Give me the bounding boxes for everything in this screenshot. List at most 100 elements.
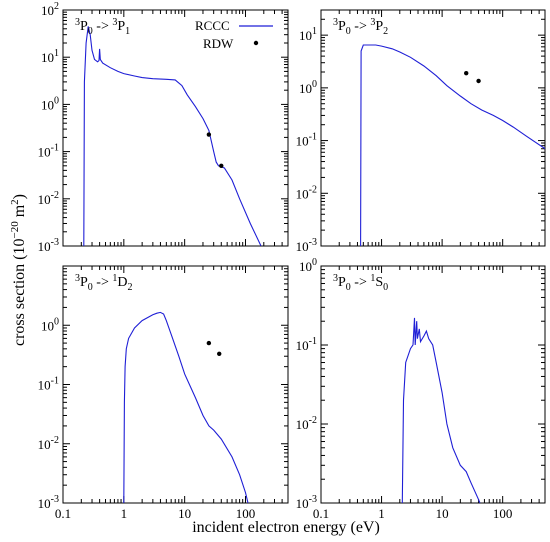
y-tick-exp: -2 (309, 415, 317, 426)
plot-frame (62, 265, 289, 504)
plot-frame (320, 265, 546, 504)
x-tick-label: 0.1 (55, 506, 71, 521)
y-tick-base: 10 (296, 338, 309, 353)
y-tick-exp: -1 (309, 336, 317, 347)
panel-label-part: P (338, 275, 346, 290)
y-tick-base: 10 (296, 496, 309, 511)
y-tick-label: 102 (41, 1, 59, 18)
y-tick-exp: -3 (51, 237, 59, 248)
y-axis-title-exp: −20 (9, 221, 21, 239)
y-tick-label: 10-3 (38, 494, 59, 511)
y-tick-base: 10 (38, 378, 51, 393)
panel-label-part: 1 (370, 273, 375, 284)
y-tick-base: 10 (38, 496, 51, 511)
x-tick-label: 100 (493, 506, 513, 521)
panel-label-part: 3 (112, 17, 117, 28)
panel-label-part: 3 (333, 273, 338, 284)
y-tick-base: 10 (296, 134, 309, 149)
y-tick-exp: -3 (309, 494, 317, 505)
panel-transition-label: 3P0 -> 3P1 (75, 17, 130, 37)
y-tick-exp: -1 (51, 143, 59, 154)
y-tick-exp: 0 (54, 316, 59, 327)
panel-label-part: P (375, 19, 383, 34)
y-tick-label: 10-2 (38, 435, 59, 452)
panel-label-part: 0 (383, 282, 388, 293)
panel-label-part: -> (93, 275, 113, 290)
panel-label-part: 3 (75, 273, 80, 284)
rccc-series-line (401, 317, 481, 503)
y-tick-exp: -2 (51, 190, 59, 201)
x-tick-label: 10 (436, 506, 449, 521)
y-tick-exp: -2 (51, 435, 59, 446)
panel-label-part: P (117, 19, 125, 34)
plot-frame (62, 9, 289, 247)
panel-label-part: S (375, 275, 383, 290)
y-tick-base: 10 (41, 3, 54, 18)
legend-rdw-label: RDW (203, 36, 234, 51)
rccc-series-line (360, 44, 545, 246)
panel-transition-label: 3P0 -> 1S0 (333, 273, 388, 293)
y-tick-label: 10-2 (296, 415, 317, 432)
y-axis-title-mid: m (11, 204, 28, 221)
y-tick-base: 10 (41, 318, 54, 333)
y-tick-exp: 0 (54, 95, 59, 106)
y-tick-label: 10-1 (296, 336, 317, 353)
y-tick-label: 101 (41, 48, 59, 65)
x-tick-label: 1 (378, 506, 385, 521)
plot-frame (320, 9, 546, 247)
y-tick-base: 10 (38, 192, 51, 207)
y-tick-base: 10 (299, 28, 312, 43)
panel-transition-label: 3P0 -> 3P2 (333, 17, 388, 37)
panel-label-part: 0 (88, 282, 93, 293)
x-tick-label: 100 (236, 506, 256, 521)
panel-transition-label: 3P0 -> 1D2 (75, 273, 132, 293)
y-tick-base: 10 (41, 97, 54, 112)
legend: RCCC RDW (195, 18, 273, 51)
x-tick-label: 1 (121, 506, 128, 521)
panel-label-part: 3 (370, 17, 375, 28)
panel-label-part: P (80, 19, 88, 34)
x-tick-label: 10 (178, 506, 191, 521)
y-axis-title-exp2: 2 (9, 199, 21, 205)
y-axis-title-base: cross section (10 (11, 238, 28, 346)
panel-label-part: P (80, 275, 88, 290)
panel-label-part: 0 (88, 26, 93, 37)
y-tick-label: 10-2 (38, 190, 59, 207)
panel-label-part: -> (93, 19, 113, 34)
y-tick-label: 100 (41, 95, 59, 112)
y-tick-label: 10-1 (38, 376, 59, 393)
panel-label-part: 2 (383, 26, 388, 37)
rdw-data-point (206, 340, 212, 346)
y-tick-label: 10-1 (38, 143, 59, 160)
panel-label-part: 0 (346, 26, 351, 37)
y-tick-exp: 2 (54, 1, 59, 12)
rccc-series-line (123, 311, 249, 503)
y-tick-label: 10-1 (296, 132, 317, 149)
rccc-series-line (83, 26, 262, 246)
y-tick-base: 10 (296, 417, 309, 432)
panel-label-part: 2 (127, 282, 132, 293)
panel-label-part: -> (351, 275, 371, 290)
x-tick-label: 0.1 (313, 506, 329, 521)
y-tick-exp: -1 (309, 132, 317, 143)
rdw-data-point (464, 70, 469, 76)
y-tick-exp: -3 (309, 237, 317, 248)
legend-rdw-swatch (253, 40, 259, 46)
panel-label-part: 1 (125, 26, 130, 37)
panel-label-part: P (338, 19, 346, 34)
y-axis-title-end: ) (11, 194, 28, 199)
y-axis-title: cross section (10−20 m2) (9, 194, 28, 346)
y-tick-base: 10 (38, 145, 51, 160)
y-tick-exp: -1 (51, 376, 59, 387)
rdw-data-point (476, 78, 481, 84)
y-tick-base: 10 (299, 81, 312, 96)
panel-label-part: D (117, 275, 127, 290)
y-tick-exp: -2 (309, 184, 317, 195)
panel-label-part: -> (351, 19, 371, 34)
y-tick-label: 10-3 (38, 237, 59, 254)
y-tick-base: 10 (299, 259, 312, 274)
